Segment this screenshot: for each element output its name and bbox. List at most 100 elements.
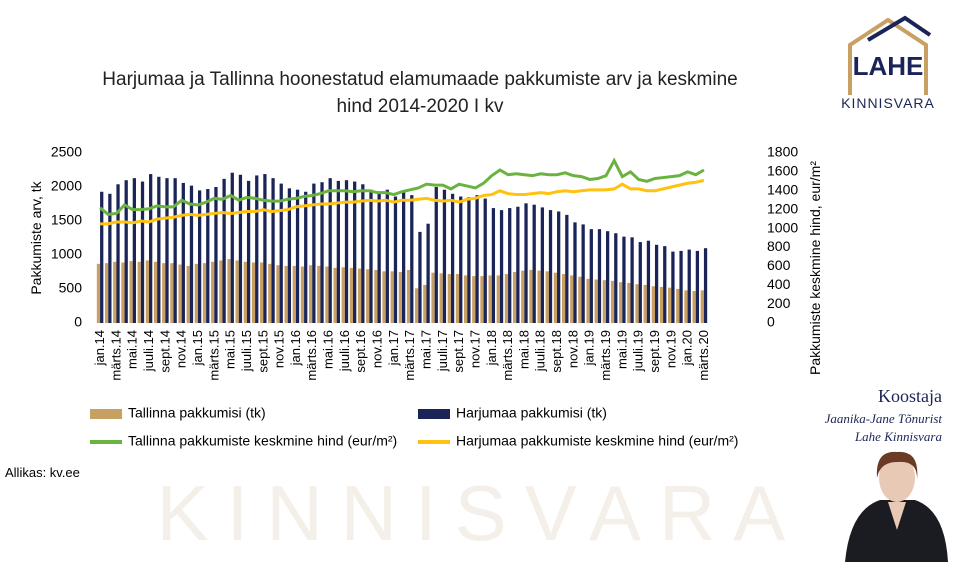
bar	[464, 275, 468, 323]
bar	[157, 176, 161, 323]
bar	[557, 211, 561, 323]
bar	[488, 275, 492, 323]
y-tick-label: 0	[74, 314, 82, 330]
bar	[537, 270, 541, 323]
bar	[271, 178, 275, 323]
bar	[671, 251, 675, 323]
bar	[295, 189, 300, 323]
bar	[692, 291, 696, 323]
x-tick-label: märts.17	[402, 330, 417, 381]
bar	[300, 266, 305, 323]
bar	[129, 261, 133, 323]
x-tick-label: märts.15	[206, 330, 221, 381]
y2-tick-label: 1800	[767, 144, 798, 160]
bar	[597, 229, 602, 323]
y2-tick-label: 400	[767, 276, 791, 292]
bar	[100, 191, 104, 323]
x-tick-label: märts.18	[500, 330, 515, 381]
bar	[606, 231, 610, 323]
y-tick-label: 2000	[51, 178, 82, 194]
bar	[426, 223, 430, 323]
legend-label: Harjumaa pakkumisi (tk)	[456, 405, 607, 421]
bar	[475, 195, 479, 323]
y2-tick-label: 200	[767, 295, 791, 311]
bar	[137, 261, 141, 323]
bar	[415, 288, 419, 323]
bar	[186, 265, 190, 323]
x-tick-label: jan.15	[190, 330, 205, 366]
x-tick-label: jan.17	[386, 330, 401, 366]
bar	[553, 272, 558, 323]
y-tick-label: 2500	[51, 144, 82, 160]
bar	[104, 263, 109, 323]
bar	[344, 180, 349, 323]
line	[99, 157, 705, 216]
bar	[646, 240, 651, 323]
bar	[284, 265, 288, 323]
bar	[251, 262, 256, 323]
bar	[308, 265, 313, 323]
bar	[333, 267, 337, 323]
bar	[529, 269, 533, 323]
legend-swatch	[418, 409, 450, 419]
y-tick-label: 1000	[51, 246, 82, 262]
bar	[545, 271, 549, 323]
bar	[357, 268, 362, 323]
bar	[431, 272, 435, 323]
bar	[573, 222, 577, 323]
bar	[320, 182, 324, 323]
bar	[238, 174, 243, 323]
bar	[317, 265, 321, 323]
x-tick-label: mai.16	[321, 330, 336, 369]
bar	[643, 284, 647, 323]
bar	[113, 261, 117, 323]
x-tick-label: sept.18	[549, 330, 564, 373]
bar	[206, 189, 210, 323]
bar	[695, 250, 700, 323]
y-axis-label: Pakkumiste arv, tk	[28, 180, 44, 294]
y2-axis-label: Pakkumiste keskmine hind, eur/m²	[807, 161, 823, 375]
bar	[312, 183, 316, 323]
bar	[292, 265, 296, 323]
bar	[410, 195, 414, 323]
x-tick-label: nov.18	[565, 330, 580, 368]
bar	[447, 274, 451, 323]
bar	[140, 181, 145, 323]
x-tick-label: märts.19	[598, 330, 613, 381]
bar	[455, 274, 460, 323]
legend-label: Tallinna pakkumisi (tk)	[128, 405, 266, 421]
bar	[614, 233, 618, 323]
x-tick-label: juuli.14	[141, 330, 156, 372]
bar	[638, 242, 642, 323]
bar	[198, 190, 202, 323]
x-tick-label: sept.19	[647, 330, 662, 373]
x-tick-label: nov.15	[272, 330, 287, 368]
y2-tick-label: 1200	[767, 200, 798, 216]
author-name: Jaanika-Jane Tõnurist	[825, 411, 943, 426]
bar	[635, 284, 639, 323]
bar	[145, 260, 150, 323]
bar	[276, 265, 280, 323]
y2-tick-label: 600	[767, 257, 791, 273]
bar	[565, 214, 569, 323]
x-tick-label: juuli.18	[533, 330, 548, 372]
x-tick-label: jan.16	[288, 330, 303, 366]
x-tick-label: jan.19	[582, 330, 597, 366]
x-tick-label: jan.18	[484, 330, 499, 366]
y2-tick-label: 1600	[767, 163, 798, 179]
y-tick-label: 1500	[51, 212, 82, 228]
y2-tick-label: 1000	[767, 219, 798, 235]
x-tick-label: mai.19	[614, 330, 629, 369]
bar	[341, 267, 345, 323]
bar	[496, 275, 500, 323]
author-heading: Koostaja	[878, 386, 942, 406]
bar	[393, 196, 398, 323]
x-tick-label: mai.15	[223, 330, 238, 369]
bar	[467, 197, 471, 323]
bar	[227, 259, 231, 323]
bar	[602, 280, 606, 323]
bar	[214, 187, 218, 323]
bar	[627, 282, 631, 323]
bar	[181, 182, 185, 323]
